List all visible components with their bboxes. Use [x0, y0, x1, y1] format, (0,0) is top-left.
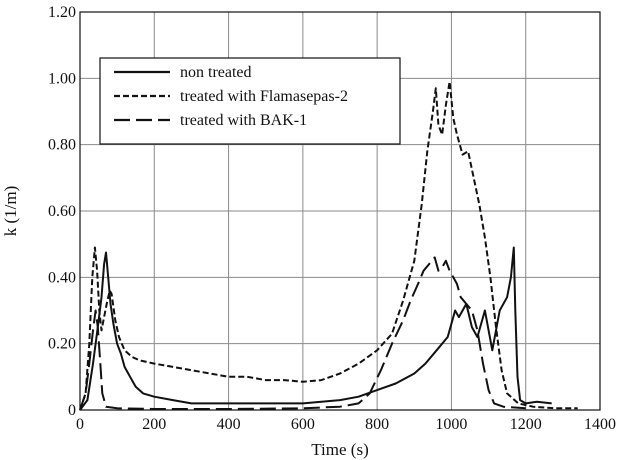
y-tick-label: 1.00	[48, 70, 76, 87]
legend: non treated treated with Flamasepas-2 trea…	[99, 57, 401, 145]
y-tick-label: 0.60	[48, 203, 76, 220]
y-tick-label: 1.20	[48, 4, 76, 21]
x-tick-label: 800	[365, 416, 389, 433]
tick-labels: 0 200 400 600 800 1000 1200 1400 0 0.20 0.40 0.60 0.…	[48, 4, 616, 433]
x-tick-label: 400	[217, 416, 241, 433]
y-tick-label: 0.80	[48, 137, 76, 154]
x-tick-label: 1000	[435, 416, 467, 433]
x-tick-label: 600	[291, 416, 315, 433]
series-line-2	[79, 80, 578, 411]
series-layer	[79, 80, 578, 411]
x-axis-label: Time (s)	[311, 440, 368, 459]
series-line-1	[79, 246, 552, 411]
legend-label: treated with BAK-1	[180, 112, 307, 129]
series-line-3	[79, 256, 526, 411]
y-tick-label: 0	[68, 402, 76, 419]
plot-frame	[79, 11, 601, 411]
x-tick-label: 1400	[584, 416, 616, 433]
y-tick-label: 0.40	[48, 269, 76, 286]
x-tick-label: 200	[142, 416, 166, 433]
x-tick-label: 0	[76, 416, 84, 433]
x-tick-label: 1200	[510, 416, 542, 433]
legend-label: non treated	[180, 64, 252, 81]
y-axis-label: k (1/m)	[1, 186, 20, 237]
y-tick-label: 0.20	[48, 336, 76, 353]
legend-label: treated with Flamasepas-2	[180, 88, 348, 105]
